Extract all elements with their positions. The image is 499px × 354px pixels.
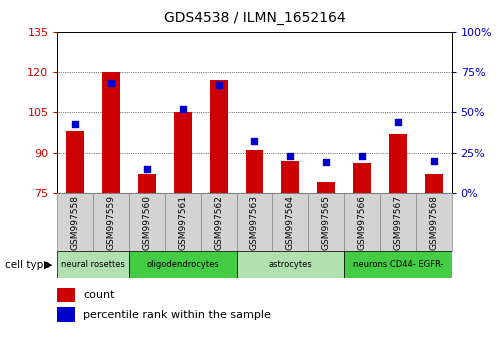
Text: neural rosettes: neural rosettes (61, 260, 125, 269)
Point (358, 153, 366, 159)
Bar (57, 193, 93, 251)
Bar (281, 161, 299, 354)
Bar (129, 251, 237, 278)
Bar (66, 131, 84, 354)
Text: percentile rank within the sample: percentile rank within the sample (83, 309, 271, 320)
Text: GSM997559: GSM997559 (107, 195, 116, 250)
Text: count: count (83, 290, 114, 300)
Text: GSM997561: GSM997561 (178, 195, 187, 250)
Text: GSM997567: GSM997567 (393, 195, 402, 250)
Bar (201, 193, 237, 251)
Point (107, 81, 115, 86)
Bar (237, 193, 272, 251)
Text: GDS4538 / ILMN_1652164: GDS4538 / ILMN_1652164 (164, 11, 345, 25)
Text: GSM997558: GSM997558 (71, 195, 80, 250)
Text: cell type: cell type (5, 259, 49, 270)
Text: GSM997566: GSM997566 (357, 195, 366, 250)
Text: neurons CD44- EGFR-: neurons CD44- EGFR- (353, 260, 443, 269)
Bar (389, 134, 407, 354)
Point (250, 138, 258, 144)
Text: ▶: ▶ (44, 259, 52, 270)
Point (215, 82, 223, 88)
Point (286, 153, 294, 159)
Point (71, 121, 79, 126)
Point (322, 160, 330, 165)
Point (179, 106, 187, 112)
Bar (246, 150, 263, 354)
Bar (272, 193, 308, 251)
Bar (425, 174, 443, 354)
Bar (129, 193, 165, 251)
Bar (57, 288, 75, 302)
Bar (57, 307, 75, 322)
Bar (317, 182, 335, 354)
Text: astrocytes: astrocytes (268, 260, 312, 269)
Text: GSM997563: GSM997563 (250, 195, 259, 250)
Bar (174, 113, 192, 354)
Point (430, 158, 438, 164)
Text: GSM997565: GSM997565 (322, 195, 331, 250)
Bar (57, 251, 129, 278)
Bar (380, 193, 416, 251)
Text: oligodendrocytes: oligodendrocytes (146, 260, 219, 269)
Bar (237, 251, 344, 278)
Point (394, 119, 402, 125)
Bar (344, 251, 452, 278)
Text: GSM997562: GSM997562 (214, 195, 223, 250)
Bar (210, 80, 228, 354)
Bar (138, 174, 156, 354)
Bar (416, 193, 452, 251)
Point (143, 166, 151, 172)
Text: GSM997560: GSM997560 (143, 195, 152, 250)
Bar (353, 164, 371, 354)
Bar (308, 193, 344, 251)
Bar (344, 193, 380, 251)
Bar (102, 72, 120, 354)
Text: GSM997568: GSM997568 (429, 195, 438, 250)
Text: GSM997564: GSM997564 (286, 195, 295, 250)
Bar (165, 193, 201, 251)
Bar (93, 193, 129, 251)
